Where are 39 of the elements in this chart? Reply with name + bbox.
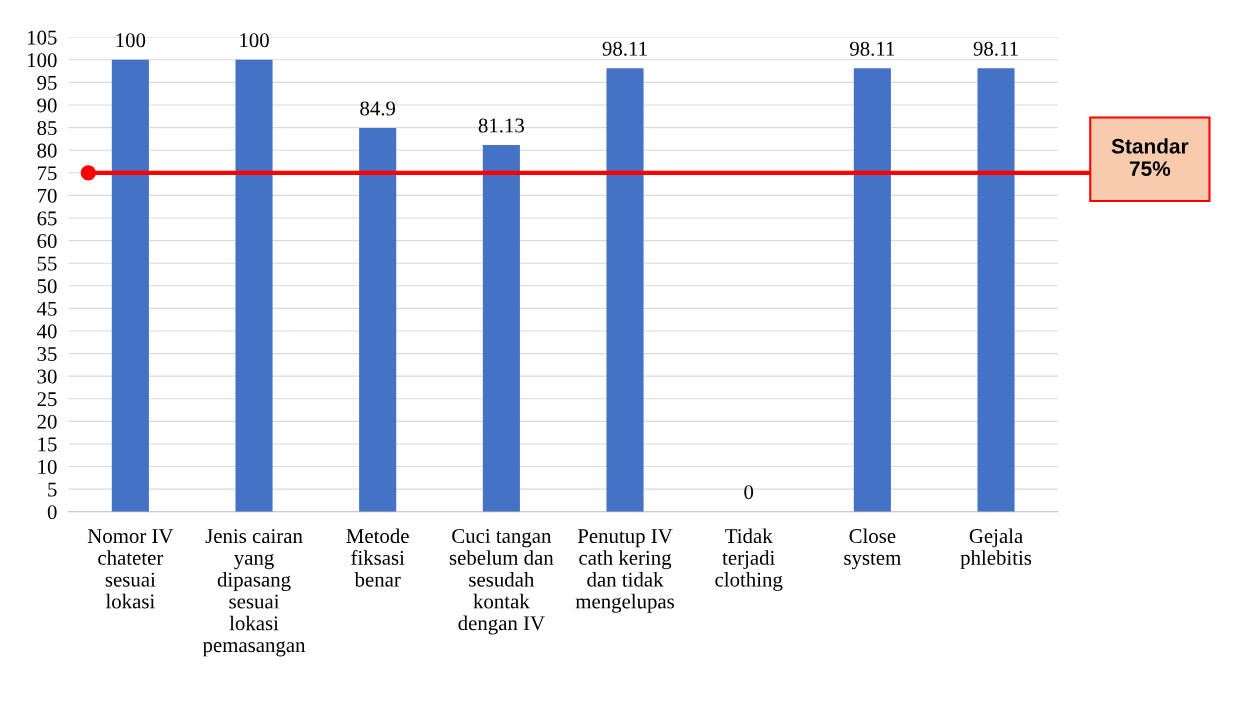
ref-line-label: Standar 75% (1111, 138, 1189, 177)
y-tick-label: 10 (38, 459, 57, 474)
y-tick-label: 30 (37, 369, 57, 384)
y-tick-label: 50 (37, 279, 57, 294)
y-tick-label: 95 (37, 75, 57, 90)
y-tick-label: 0 (47, 505, 57, 520)
data-label: 98.11 (973, 41, 1018, 56)
y-tick-label: 90 (37, 98, 57, 113)
data-label: 0 (744, 485, 754, 500)
y-tick-label: 70 (37, 188, 57, 203)
y-tick-label: 80 (37, 143, 57, 158)
y-tick-label: 75 (37, 166, 57, 181)
y-tick-label: 40 (36, 324, 57, 339)
y-tick-label: 45 (36, 301, 57, 316)
y-tick-label: 105 (28, 30, 57, 45)
data-label: 84.9 (360, 101, 396, 116)
x-tick-label: Penutup IV cath kering dan tidak mengelupas (575, 529, 675, 613)
y-tick-label: 55 (37, 256, 57, 271)
data-label: 98.11 (602, 41, 647, 56)
y-tick-label: 65 (37, 211, 57, 226)
y-tick-label: 100 (28, 53, 57, 68)
y-tick-label: 25 (37, 392, 57, 407)
data-label: 98.11 (849, 41, 895, 56)
x-tick-label: Gejala phlebitis (960, 528, 1032, 570)
x-tick-label: Nomor IV chateter sesuai lokasi (87, 529, 174, 609)
y-tick-label: 35 (37, 347, 57, 362)
y-tick-label: 5 (48, 482, 57, 497)
y-tick-label: 60 (37, 233, 57, 249)
y-tick-label: 15 (38, 437, 57, 452)
x-tick-label: Jenis cairan yang dipasang sesuai lokasi pemasangan (202, 529, 306, 657)
data-label: 100 (240, 33, 269, 48)
x-tick-label: Close system (844, 528, 901, 570)
data-label: 81.13 (478, 118, 524, 133)
y-tick-label: 85 (37, 120, 57, 136)
data-label: 100 (116, 33, 146, 48)
y-tick-label: 20 (37, 414, 57, 429)
x-tick-label: Metode fiksasi benar (346, 528, 409, 587)
x-tick-label: Tidak terjadi clothing (715, 528, 783, 591)
x-tick-label: Cuci tangan sebelum dan sesudah kontak dengan IV (449, 529, 554, 635)
